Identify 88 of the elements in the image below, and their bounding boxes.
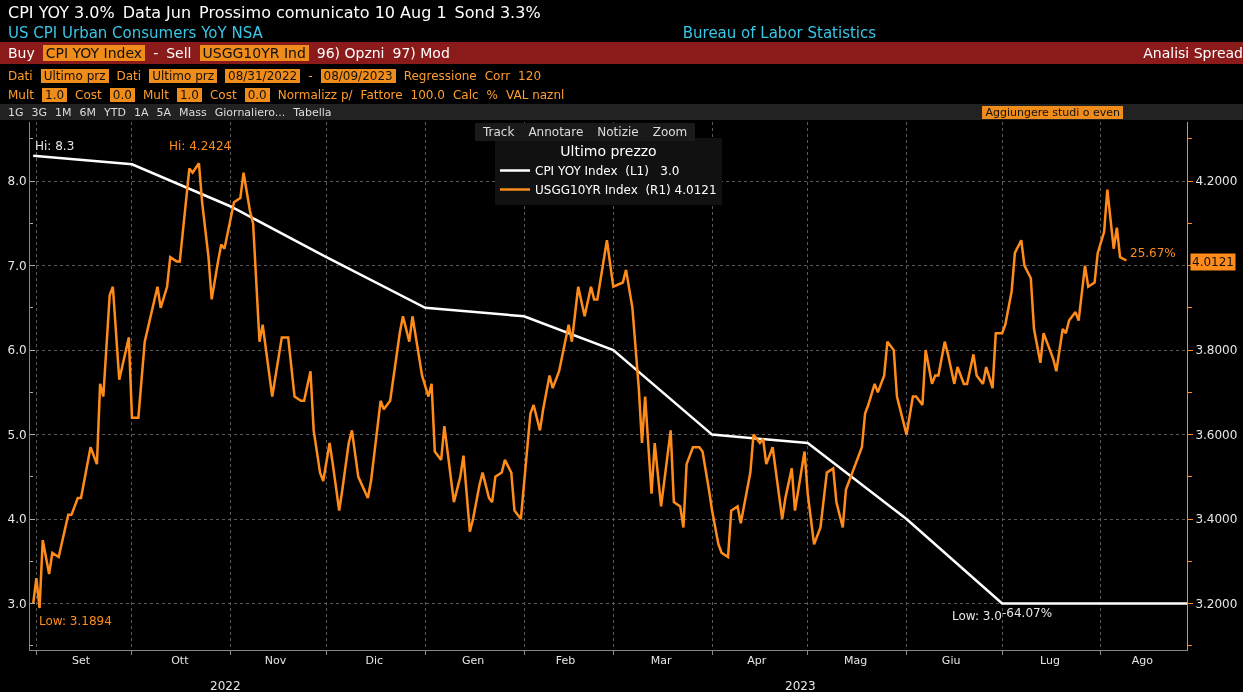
text: Mass — [179, 105, 207, 119]
y-tick-label: 6.0 — [7, 343, 27, 358]
text: Mult — [142, 88, 169, 102]
annotation: Zoom — [652, 125, 688, 139]
legend-title: Ultimo prezzo — [560, 143, 657, 160]
text: Cost — [209, 88, 237, 102]
y-tick-label: 7.0 — [7, 258, 27, 273]
text: Buy — [8, 45, 35, 61]
chart-subtitle: US CPI Urban Consumers YoY NSA — [8, 24, 263, 42]
text: 0.0 — [109, 88, 135, 102]
y-tick-label: 3.0 — [7, 596, 27, 611]
annotation: Track — [483, 125, 515, 139]
x-tick-label: Ott — [171, 654, 190, 668]
text: Tabella — [293, 105, 332, 119]
y2-tick-label: 3.8000 — [1195, 343, 1238, 358]
annotation: Notizie — [597, 125, 639, 139]
annotation: Hi: 4.2424 — [169, 139, 232, 153]
text: Dati — [116, 69, 142, 83]
text: 120 — [518, 69, 542, 83]
x-tick-label: Mar — [650, 654, 672, 668]
x-tick-label: Giu — [941, 654, 961, 668]
text: - — [153, 45, 159, 61]
text: 1M — [55, 105, 72, 119]
text: Sell — [166, 45, 192, 61]
y2-tick-label: 3.4000 — [1195, 512, 1238, 527]
text: - — [308, 69, 313, 83]
text: 08/31/2022 — [225, 69, 301, 83]
x-tick-label: Feb — [555, 654, 576, 668]
x-tick-label: Nov — [264, 654, 287, 668]
text: 4.0121 — [1192, 255, 1234, 269]
y-tick-label: 5.0 — [7, 427, 27, 442]
text: Prossimo comunicato 10 Aug 1 — [199, 2, 447, 22]
text: 1G — [8, 105, 24, 119]
text: 96) Opzni — [316, 45, 385, 61]
legend-label: USGG10YR Index (R1) 4.0121 — [535, 183, 717, 198]
text: 08/09/2023 — [320, 69, 396, 83]
text: 5A — [156, 105, 172, 119]
text: Sond 3.3% — [454, 2, 541, 22]
x-tick-label: Dic — [365, 654, 384, 668]
text: Ultimo prz — [149, 69, 217, 83]
x-tick-label: Set — [71, 654, 91, 668]
text: Ultimo prz — [40, 69, 109, 83]
annotation: Hi: 8.3 — [35, 139, 75, 153]
text: 0.0 — [244, 88, 270, 102]
text: 1.0 — [176, 88, 202, 102]
x-tick-label: Gen — [461, 654, 485, 668]
text: CPI YOY Index — [42, 45, 146, 61]
legend-label: CPI YOY Index (L1) 3.0 — [535, 164, 680, 179]
x-tick-label: Mag — [843, 654, 868, 668]
text: YTD — [104, 105, 126, 119]
text: Analisi Spread — [1143, 45, 1243, 61]
y-tick-label: 4.0 — [7, 512, 27, 527]
y2-tick-label: 3.6000 — [1195, 427, 1238, 442]
text: Aggiungere studi o even — [982, 105, 1123, 119]
text: 2023 — [785, 679, 816, 692]
text: Dati — [8, 69, 33, 83]
text: Normalizz p/ — [277, 88, 353, 102]
x-tick-label: Ago — [1131, 654, 1154, 668]
text: Cost — [75, 88, 102, 102]
x-tick-label: Apr — [747, 654, 767, 668]
text: 6M — [79, 105, 97, 119]
text: Corr — [484, 69, 511, 83]
chart-title: CPI YOY 3.0% — [8, 2, 115, 22]
annotation: Annotare — [528, 125, 584, 139]
annotation: Low: 3.0 — [952, 609, 1002, 623]
text: % — [486, 88, 498, 102]
y2-tick-label: 3.2000 — [1195, 596, 1238, 611]
y2-tick-label: 4.2000 — [1195, 174, 1238, 189]
y-tick-label: 8.0 — [7, 174, 27, 189]
text: Calc — [452, 88, 479, 102]
text: Fattore — [360, 88, 403, 102]
annotation: Low: 3.1894 — [39, 614, 112, 628]
annotation: 25.67% — [1130, 246, 1176, 260]
text: 1A — [133, 105, 149, 119]
text: USGG10YR Ind — [199, 45, 309, 61]
text: 2022 — [210, 679, 241, 692]
text: Mult — [8, 88, 34, 102]
text: 97) Mod — [392, 45, 450, 61]
text: Regressione — [403, 69, 477, 83]
text: 100.0 — [410, 88, 445, 102]
annotation: -64.07% — [1002, 606, 1053, 620]
text: 3G — [31, 105, 48, 119]
x-tick-label: Lug — [1039, 654, 1060, 668]
text: 1.0 — [42, 88, 68, 102]
text: Bureau of Labor Statistics — [682, 24, 877, 42]
text: Giornaliero... — [214, 105, 286, 119]
text: Data Jun — [122, 2, 192, 22]
text: VAL naznl — [505, 88, 565, 102]
